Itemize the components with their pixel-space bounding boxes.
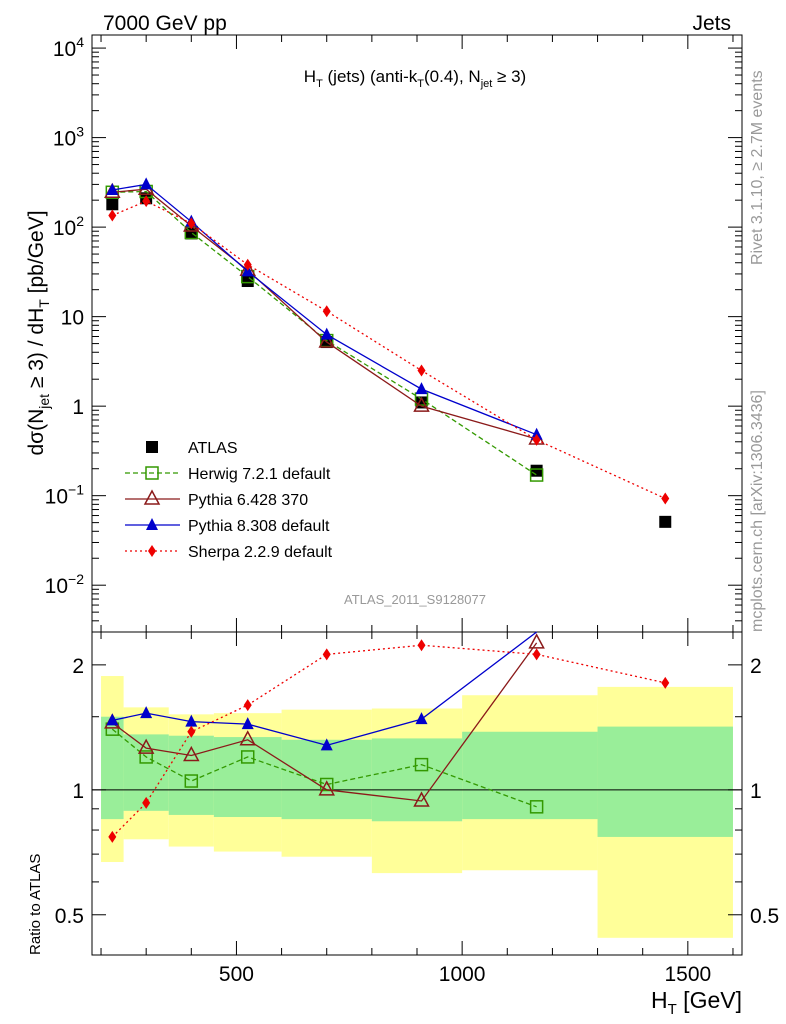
band-green [371, 738, 463, 822]
ratio-point-pythia-8-308-default [140, 706, 153, 719]
y-tick-label-main: 103 [53, 124, 84, 151]
ratio-point-pythia-8-308-default [241, 717, 254, 730]
legend-label: Sherpa 2.2.9 default [188, 544, 333, 561]
main-series [104, 177, 672, 528]
data-point-atlas [106, 198, 119, 211]
ratio-point-herwig-7-2-1-default [184, 774, 199, 788]
ratio-point-herwig-7-2-1-default [529, 800, 544, 814]
band-green [281, 739, 372, 820]
legend-marker [143, 489, 161, 505]
data-point-pythia-8-308-default [415, 382, 428, 395]
data-point-sherpa-2-2-9-default [532, 433, 541, 446]
data-point-pythia-8-308-default [320, 327, 333, 340]
data-point-pythia-8-308-default [530, 427, 543, 440]
x-axis-label: HT [GeV] [651, 987, 742, 1018]
data-point-sherpa-2-2-9-default [417, 364, 426, 377]
series-line-sherpa-2-2-9-default [112, 200, 666, 500]
y-tick-label-main: 10−1 [45, 482, 85, 509]
uncertainty-bands [101, 676, 733, 938]
y-axis-label-ratio: Ratio to ATLAS [27, 854, 44, 955]
y-axis-label-main: dσ(Njet ≥ 3) / dHT [pb/GeV] [25, 210, 52, 455]
main-plot-frame [91, 34, 743, 633]
data-point-atlas [530, 464, 543, 477]
ratio-series [104, 631, 670, 843]
legend-label: Herwig 7.2.1 default [188, 466, 331, 483]
ratio-point-pythia-6-428-370 [239, 730, 256, 746]
ratio-point-herwig-7-2-1-default [414, 757, 429, 772]
header-category: Jets [692, 12, 731, 35]
x-tick-label: 500 [219, 963, 254, 986]
data-point-atlas [241, 275, 254, 288]
band-green [101, 716, 124, 820]
ratio-point-sherpa-2-2-9-default [417, 639, 426, 652]
ratio-point-pythia-8-308-default [415, 712, 428, 725]
legend-marker [145, 466, 159, 480]
y-tick-label-main: 102 [53, 213, 84, 240]
ratio-point-sherpa-2-2-9-default [532, 648, 541, 661]
data-point-sherpa-2-2-9-default [187, 217, 196, 230]
ratio-point-sherpa-2-2-9-default [142, 796, 151, 809]
header-energy: 7000 GeV pp [103, 12, 227, 35]
ratio-point-herwig-7-2-1-default [319, 777, 334, 792]
band-green [597, 726, 733, 837]
data-point-sherpa-2-2-9-default [108, 209, 117, 222]
y-tick-label-main: 10−2 [45, 571, 85, 598]
data-point-sherpa-2-2-9-default [243, 258, 252, 271]
ratio-point-pythia-6-428-370 [318, 780, 335, 796]
x-tick-label: 1500 [664, 963, 711, 986]
analysis-id: ATLAS_2011_S9128077 [344, 592, 486, 607]
y-tick-label-ratio-right: 2 [750, 655, 762, 678]
ratio-line-sherpa-2-2-9-default [111, 644, 666, 838]
data-point-sherpa-2-2-9-default [322, 305, 331, 318]
ratio-point-herwig-7-2-1-default [139, 750, 153, 764]
mcplots-reference-text: mcplots.cern.ch [arXiv:1306.3436] [749, 390, 766, 632]
data-point-sherpa-2-2-9-default [142, 195, 151, 208]
y-tick-label-main: 104 [53, 34, 84, 61]
plot-title: HT (jets) (anti-kT(0.4), Njet ≥ 3) [304, 67, 526, 90]
y-tick-label-ratio: 1 [72, 780, 84, 803]
data-point-herwig-7-2-1-default [529, 468, 544, 482]
ratio-line-herwig-7-2-1-default [111, 728, 537, 808]
legend-marker [146, 518, 158, 530]
legend-label: Pythia 6.428 370 [188, 492, 308, 509]
ratio-point-pythia-6-428-370 [413, 791, 430, 807]
data-point-pythia-8-308-default [140, 177, 153, 190]
band-green [462, 731, 598, 820]
data-point-pythia-6-428-370 [318, 332, 335, 348]
data-point-atlas [659, 515, 672, 528]
ratio-point-pythia-8-308-default [320, 738, 333, 751]
x-tick-label: 1000 [439, 963, 486, 986]
y-tick-label-ratio: 2 [72, 655, 84, 678]
y-tick-label-ratio-right: 0.5 [750, 905, 779, 928]
ratio-point-sherpa-2-2-9-default [108, 830, 117, 843]
ratio-point-pythia-6-428-370 [528, 633, 545, 649]
legend-label: Pythia 8.308 default [188, 518, 330, 535]
data-point-pythia-8-308-default [106, 182, 119, 195]
data-point-sherpa-2-2-9-default [661, 492, 670, 505]
y-tick-label-ratio-right: 1 [750, 780, 762, 803]
legend-marker [148, 545, 156, 557]
ratio-point-sherpa-2-2-9-default [661, 676, 670, 689]
ratio-point-herwig-7-2-1-default [240, 750, 255, 764]
y-tick-label-main: 10 [61, 307, 84, 330]
rivet-version-text: Rivet 3.1.10, ≥ 2.7M events [749, 70, 766, 265]
ratio-point-sherpa-2-2-9-default [243, 699, 252, 712]
legend-marker [146, 441, 158, 453]
band-green [213, 737, 282, 818]
ratio-point-pythia-6-428-370 [137, 738, 155, 754]
ratio-point-pythia-8-308-default [106, 713, 119, 726]
y-tick-label-ratio: 0.5 [55, 905, 84, 928]
legend-label: ATLAS [188, 440, 238, 457]
ratio-point-pythia-8-308-default [185, 714, 198, 727]
ratio-point-pythia-6-428-370 [183, 745, 200, 762]
ratio-point-sherpa-2-2-9-default [322, 648, 331, 661]
ratio-line-pythia-6-428-370 [111, 642, 538, 802]
legend: ATLAS Herwig 7.2.1 default Pythia 6.428 37… [125, 440, 333, 561]
ratio-point-sherpa-2-2-9-default [187, 725, 196, 738]
y-tick-label-main: 1 [72, 396, 84, 419]
data-point-pythia-6-428-370 [413, 396, 430, 412]
